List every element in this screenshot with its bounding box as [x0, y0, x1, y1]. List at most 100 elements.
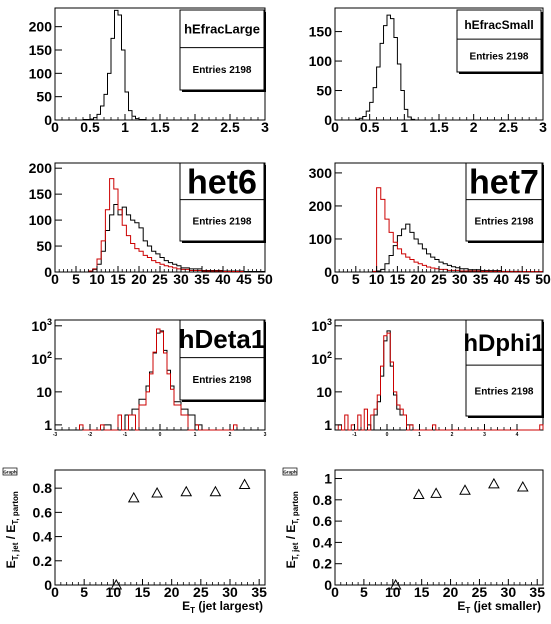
histogram-line-1	[371, 187, 544, 273]
x-tick-label: 30	[501, 584, 517, 600]
stats-title: hEfracLarge	[184, 21, 260, 36]
stats-title: hEfracSmall	[464, 18, 533, 32]
x-tick-label: 35	[529, 584, 545, 600]
x-tick-label: 15	[414, 584, 430, 600]
x-tick-label: 2	[451, 432, 454, 438]
x-tick-label: 3	[264, 432, 267, 438]
y-tick-label: 10	[36, 384, 52, 400]
x-tick-label: 0	[51, 119, 59, 135]
x-tick-label: 3	[261, 119, 269, 135]
x-tick-label: 2	[191, 119, 199, 135]
histogram-line-1	[79, 328, 238, 431]
stats-title: het6	[187, 164, 257, 202]
y-tick-label: 0	[44, 264, 52, 280]
x-tick-label: 5	[352, 271, 360, 287]
y-tick-label: 100	[29, 65, 53, 81]
x-tick-label: 45	[514, 271, 530, 287]
y-tick-label: 103	[31, 317, 52, 334]
y-tick-label: 150	[29, 186, 53, 202]
x-tick-label: 5	[360, 584, 368, 600]
y-tick-label: 0	[324, 264, 332, 280]
y-tick-label: 0.8	[313, 492, 333, 508]
y-tick-label: 50	[36, 89, 52, 105]
stats-box	[465, 162, 543, 242]
y-tick-label: 0.8	[33, 480, 53, 496]
graph-tag-box	[2, 467, 18, 476]
data-point	[430, 487, 442, 498]
y-tick-label: 300	[309, 165, 333, 181]
data-point	[180, 485, 193, 497]
stats-title: het7	[469, 164, 539, 202]
stats-box	[456, 9, 542, 73]
x-tick-label: 30	[222, 584, 238, 600]
panel-hdeta1: -3 -2 -1 0 1 2 3 1 10 102 103 hDeta1 Entries 2198	[31, 317, 266, 438]
y-tick-label: 0	[44, 112, 52, 128]
stats-entries: Entries 2198	[193, 216, 252, 227]
x-tick-label: 0	[331, 271, 339, 287]
y-tick-label: 0.4	[313, 534, 333, 550]
x-tick-label: 10	[385, 584, 401, 600]
histogram-line-1	[337, 332, 544, 431]
x-tick-label: 35	[251, 584, 267, 600]
panel-efrac-small: 0 0.5 1 1.5 2 2.5 3 0 50 100 150 hEfracSmall Entries…	[309, 7, 547, 135]
x-tick-label: 35	[194, 271, 210, 287]
x-tick-label: 50	[257, 271, 273, 287]
y-axis-label: ET, jet / ET, parton	[284, 491, 300, 568]
y-tick-label: 150	[29, 42, 53, 58]
x-tick-label: 30	[173, 271, 189, 287]
x-tick-label: 0	[159, 432, 162, 438]
x-tick-label: 1	[121, 119, 129, 135]
y-tick-label: 0.6	[313, 513, 333, 529]
data-point	[412, 488, 425, 499]
plot-frame	[54, 469, 266, 586]
y-tick-label: 0.2	[313, 556, 333, 572]
y-tick-label: 0	[324, 112, 332, 128]
x-tick-label: 50	[535, 271, 551, 287]
y-tick-label: 200	[29, 19, 53, 35]
stats-box	[465, 319, 543, 417]
y-tick-label: 0	[44, 577, 52, 593]
x-tick-label: 10	[106, 584, 122, 600]
x-tick-label: -2	[88, 432, 93, 438]
stats-title: hDphi1	[463, 330, 544, 357]
x-tick-label: 2	[229, 432, 232, 438]
x-tick-label: 1	[194, 432, 197, 438]
x-tick-label: -3	[53, 432, 58, 438]
x-tick-label: 1	[400, 119, 408, 135]
data-point	[459, 484, 471, 495]
stats-entries: Entries 2198	[193, 65, 252, 76]
plot-frame	[334, 469, 544, 586]
graph-tag-label: Graph	[3, 470, 17, 475]
histogram-line-0	[88, 204, 266, 272]
y-tick-label: 100	[309, 53, 333, 69]
data-point	[151, 486, 163, 498]
x-tick-label: 0	[51, 271, 59, 287]
x-tick-label: 20	[164, 584, 180, 600]
y-tick-label: 50	[36, 238, 52, 254]
y-tick-label: 1	[324, 471, 332, 487]
histogram-line-0	[82, 9, 147, 121]
x-tick-label: 20	[131, 271, 147, 287]
x-tick-label: 0	[386, 432, 389, 438]
x-tick-label: 35	[473, 271, 489, 287]
x-tick-label: 25	[152, 271, 168, 287]
x-tick-label: 30	[452, 271, 468, 287]
x-tick-label: 40	[215, 271, 231, 287]
panel-graph-largest: Graph ET (jet largest) ET, jet / ET, parto…	[2, 467, 267, 615]
x-tick-label: 25	[193, 584, 209, 600]
x-tick-label: 2.5	[499, 119, 519, 135]
panel-graph-smaller: Graph ET (jet smaller) ET, jet / ET, parto…	[282, 467, 545, 615]
x-tick-label: 2	[470, 119, 478, 135]
y-tick-label: 100	[29, 212, 53, 228]
y-tick-label: 102	[31, 350, 52, 367]
x-tick-label: 3	[483, 432, 486, 438]
stats-entries: Entries 2198	[470, 52, 529, 63]
x-tick-label: 5	[80, 584, 88, 600]
stats-entries: Entries 2198	[475, 387, 534, 398]
y-tick-label: 200	[309, 198, 333, 214]
y-tick-label: 102	[311, 350, 332, 367]
y-tick-label: 0.6	[33, 504, 53, 520]
x-tick-label: 2.5	[220, 119, 240, 135]
y-tick-label: 1	[44, 417, 52, 433]
